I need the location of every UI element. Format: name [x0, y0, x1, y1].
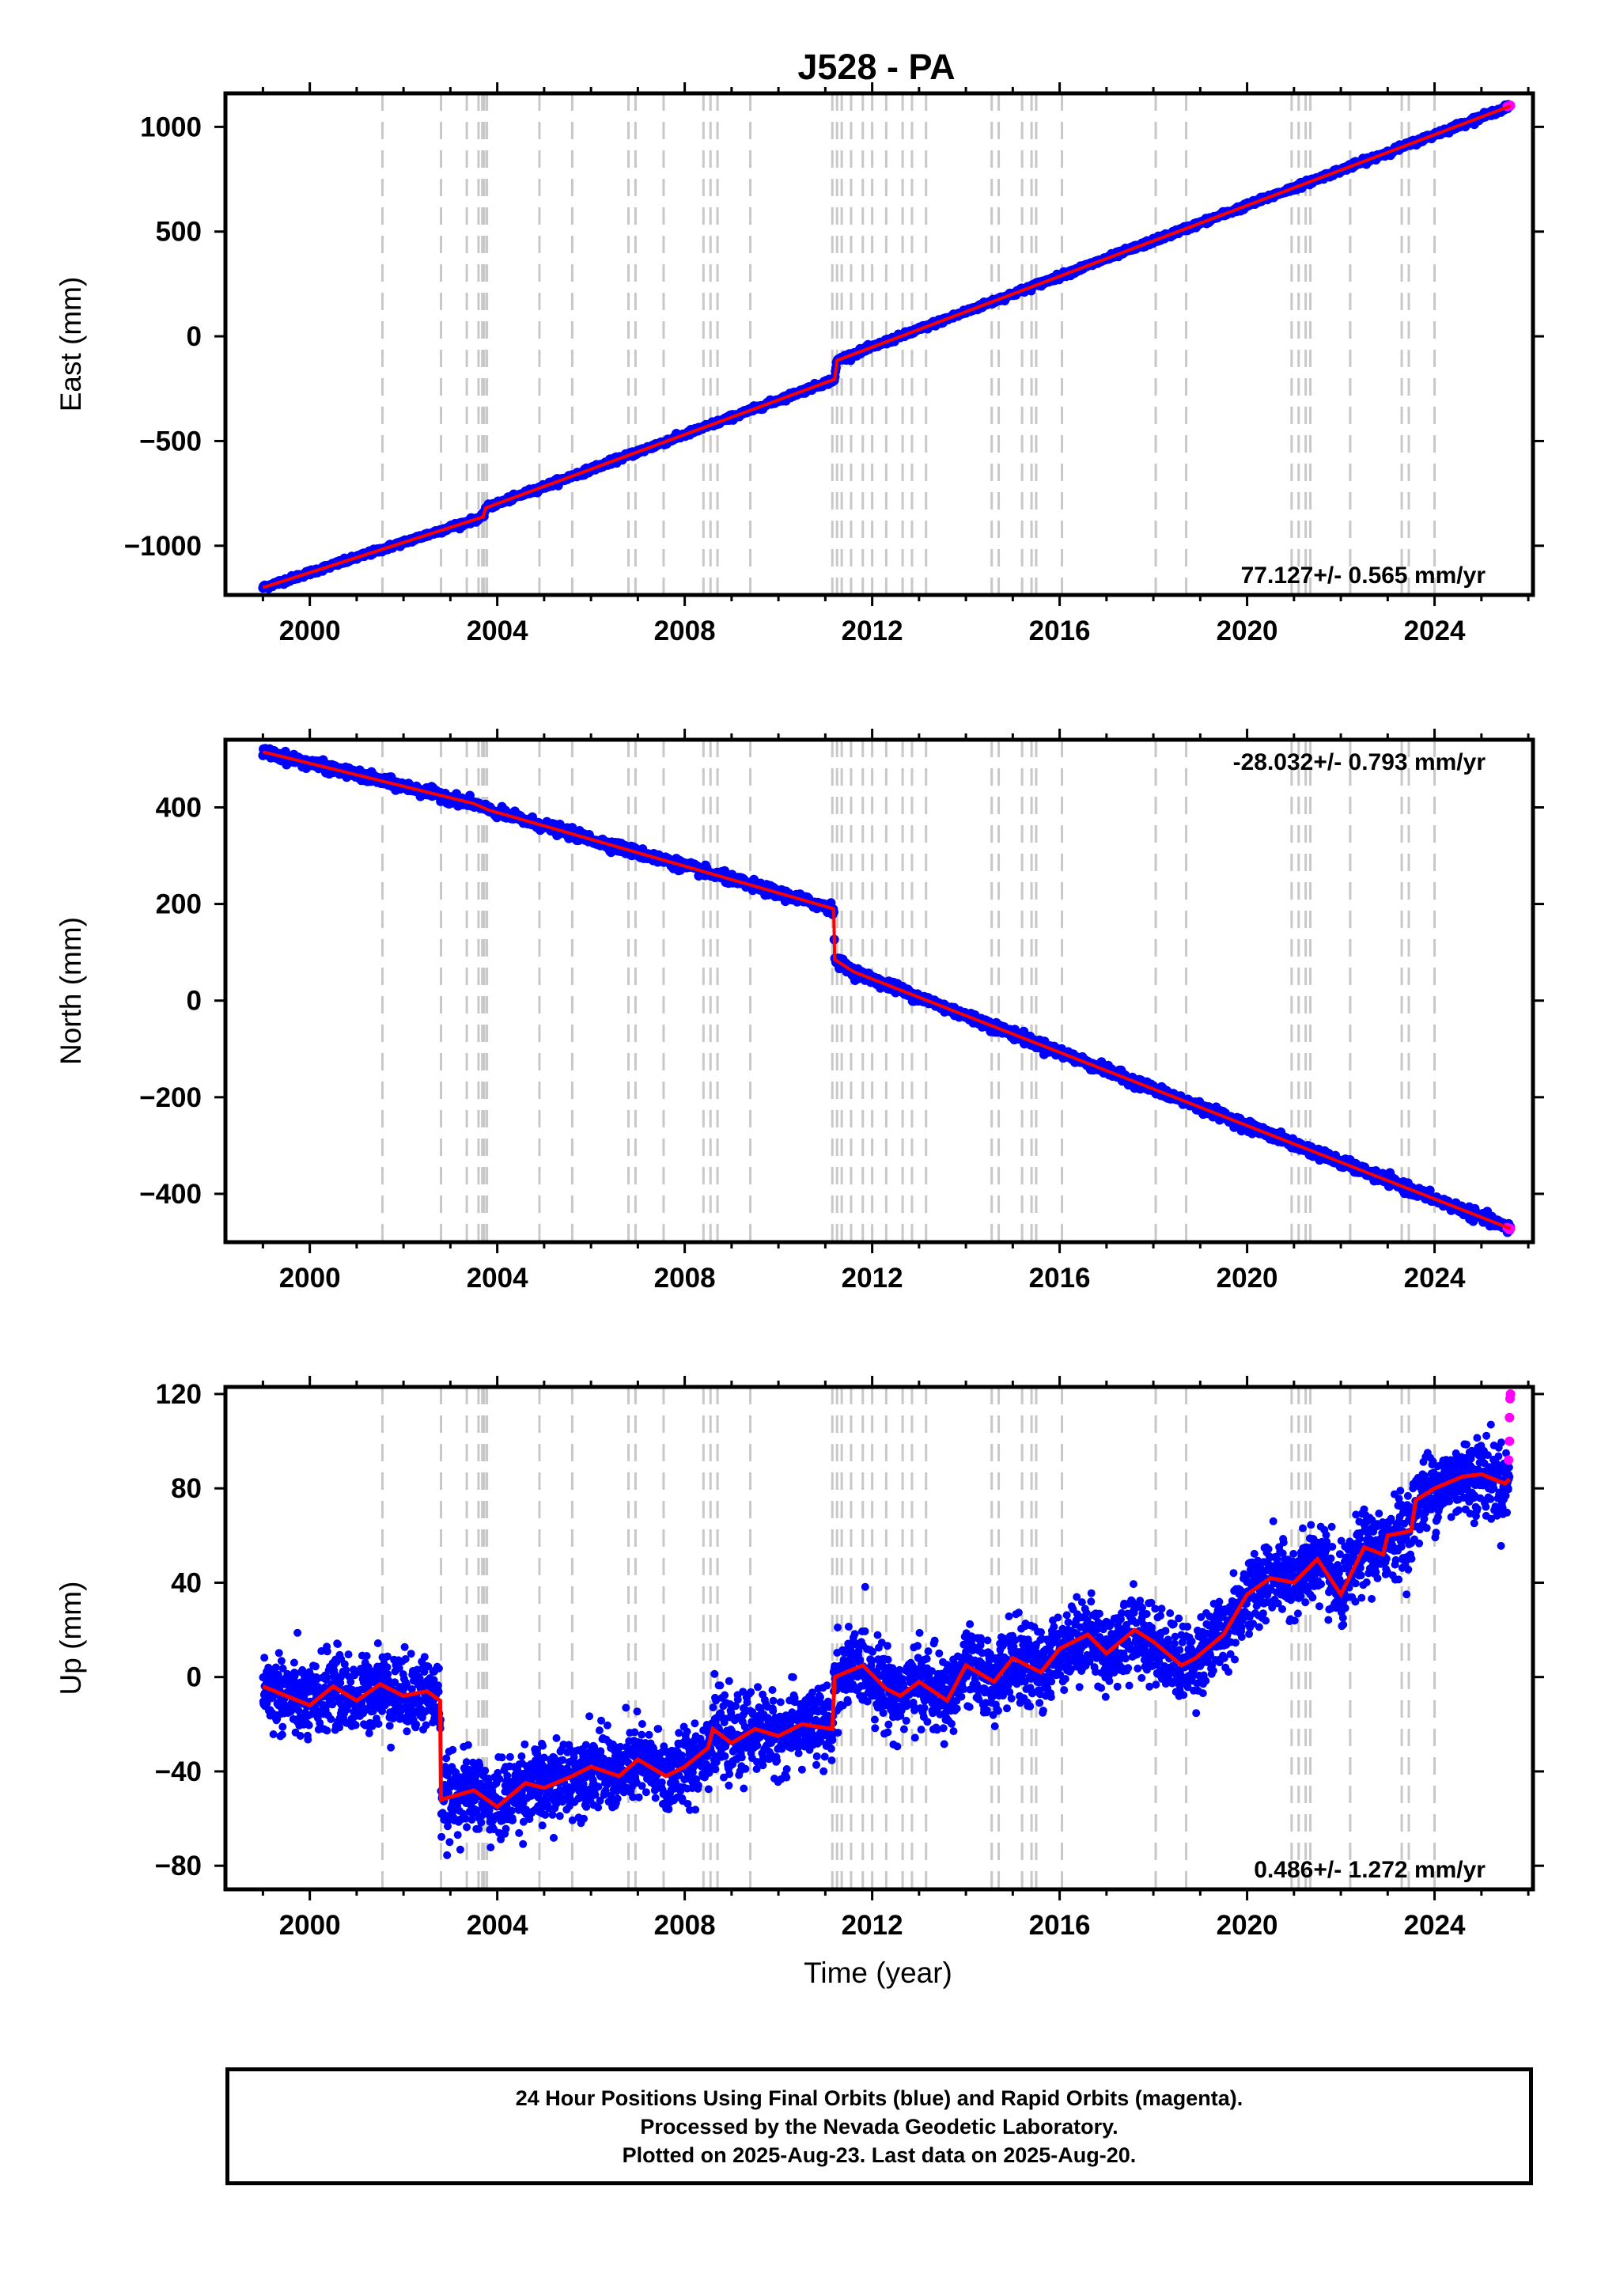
x-tick-label: 2008	[654, 1263, 716, 1294]
data-point	[278, 1664, 287, 1673]
x-tick-label: 2020	[1217, 616, 1278, 646]
data-point	[290, 1672, 299, 1680]
x-tick-label: 2024	[1404, 1263, 1466, 1294]
data-point	[323, 1647, 331, 1656]
data-point	[274, 1649, 283, 1658]
final-orbit-points	[259, 1420, 1514, 1859]
model-line	[262, 750, 1512, 1230]
chart-title: J528 - PA	[797, 47, 955, 87]
x-tick-label: 2004	[467, 616, 528, 646]
data-point	[273, 1714, 282, 1723]
y-tick-label: −200	[139, 1082, 202, 1113]
data-point	[322, 1676, 331, 1684]
x-tick-label: 2008	[654, 616, 716, 646]
data-point	[269, 1730, 278, 1738]
x-tick-label: 2016	[1029, 616, 1091, 646]
data-point	[331, 1669, 339, 1678]
x-tick-label: 2016	[1029, 1263, 1091, 1294]
data-point	[317, 1646, 326, 1655]
data-point	[294, 1706, 303, 1714]
data-point	[328, 1700, 337, 1709]
x-tick-label: 2000	[279, 616, 341, 646]
final-orbit-points	[258, 744, 1516, 1237]
data-point	[278, 1730, 286, 1739]
y-tick-label: −1000	[124, 531, 202, 562]
rate-label: -28.032+/- 0.793 mm/yr	[1233, 749, 1486, 775]
data-point	[323, 1726, 331, 1735]
data-point	[311, 1662, 320, 1671]
y-tick-label: 400	[156, 792, 202, 823]
rate-label: 77.127+/- 0.565 mm/yr	[1241, 563, 1486, 589]
y-tick-label: 0	[187, 321, 202, 352]
panel-north: 2000 2004 2008 2012 2016 2020 2024 −400 −200 0 200…	[55, 729, 1544, 1294]
y-tick-label: 500	[156, 217, 202, 248]
x-tick-label: 2012	[842, 616, 903, 646]
data-point	[278, 1722, 287, 1731]
x-tick-label: 2004	[467, 1263, 528, 1294]
y-axis-label: East (mm)	[55, 277, 87, 412]
data-point	[327, 1715, 335, 1723]
x-tick-label: 2024	[1404, 616, 1466, 646]
data-point	[312, 1675, 321, 1684]
x-tick-label: 2020	[1217, 1263, 1278, 1294]
y-tick-label: 0	[187, 986, 202, 1017]
data-point	[305, 1721, 313, 1730]
y-tick-label: −400	[139, 1179, 202, 1210]
y-tick-label: −500	[139, 426, 202, 457]
data-point	[277, 1657, 286, 1665]
panel-up: 2000 2004 2008 2012 2016 2020 2024−80−40040801…	[55, 1376, 1544, 1941]
x-tick-label: 2000	[279, 1263, 341, 1294]
plot-frame	[223, 91, 1535, 597]
data-point	[304, 1735, 312, 1744]
y-tick-label: 200	[156, 889, 202, 920]
plot-frame	[223, 737, 1535, 1245]
data-point	[293, 1628, 302, 1637]
data-point	[296, 1732, 305, 1740]
data-point	[271, 1663, 280, 1672]
x-tick-label: 2012	[842, 1263, 903, 1294]
model-line	[262, 104, 1512, 589]
panel-east: 2000 2004 2008 2012 2016 2020 2024 −1000 −500 0 50…	[55, 82, 1544, 646]
y-tick-label: 1000	[140, 112, 202, 142]
data-point	[260, 1654, 269, 1662]
y-axis-label: North (mm)	[55, 917, 87, 1065]
data-point	[290, 1658, 298, 1667]
